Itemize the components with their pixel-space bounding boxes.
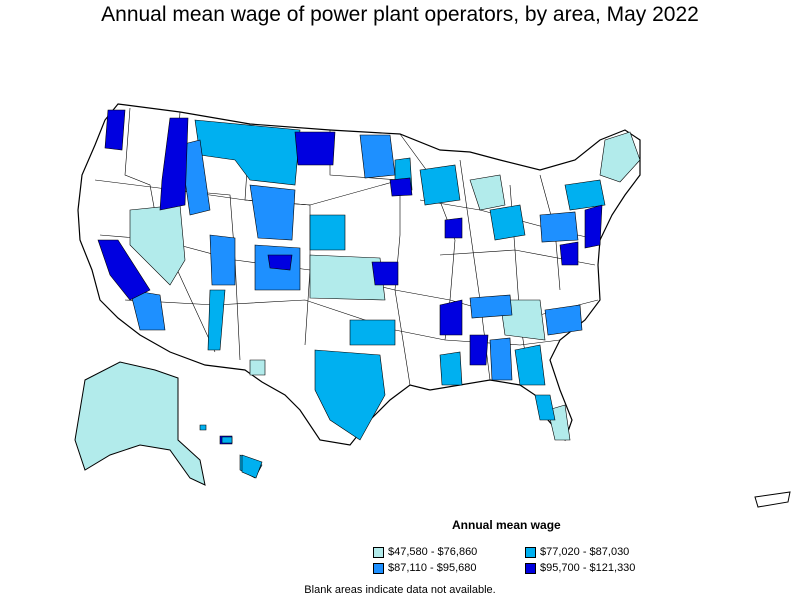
alaska-outline bbox=[74, 361, 206, 486]
legend-label: $95,700 - $121,330 bbox=[540, 562, 636, 574]
legend-item-tier2: $77,020 - $87,030 bbox=[525, 546, 629, 558]
map-title: Annual mean wage of power plant operator… bbox=[101, 3, 699, 26]
minnesota-region bbox=[359, 134, 396, 179]
nc-region bbox=[544, 304, 583, 336]
legend-item-tier1: $47,580 - $76,860 bbox=[373, 546, 477, 558]
hawaii-islands bbox=[199, 424, 263, 479]
wyoming-region bbox=[249, 184, 296, 241]
legend-label: $77,020 - $87,030 bbox=[540, 546, 630, 558]
new-york-region bbox=[564, 179, 606, 211]
oklahoma-region bbox=[349, 319, 396, 346]
legend-swatch bbox=[373, 562, 384, 574]
southern-california bbox=[129, 289, 166, 331]
tier3-regions bbox=[129, 134, 583, 381]
kansas-region bbox=[309, 254, 386, 301]
footnote: Blank areas indicate data not available. bbox=[304, 584, 496, 596]
california-central bbox=[97, 239, 151, 301]
legend-label: $87,110 - $95,680 bbox=[388, 562, 477, 574]
legend-item-tier4: $95,700 - $121,330 bbox=[525, 562, 635, 574]
louisiana-region bbox=[439, 351, 463, 386]
nebraska-region bbox=[309, 214, 346, 251]
michigan-region bbox=[469, 174, 506, 211]
montana-east-region bbox=[294, 131, 336, 166]
idaho-region bbox=[179, 139, 211, 216]
alabama-region bbox=[489, 337, 513, 381]
idaho-north-region bbox=[159, 117, 189, 211]
colorado-front-range bbox=[267, 254, 293, 271]
legend-title: Annual mean wage bbox=[452, 518, 561, 532]
florida-region bbox=[534, 394, 556, 421]
legend-swatch bbox=[525, 562, 536, 574]
georgia-region bbox=[514, 344, 546, 386]
legend-swatch bbox=[373, 546, 384, 558]
puerto-rico bbox=[754, 491, 791, 508]
wisconsin-region bbox=[419, 164, 461, 206]
alabama-south-region bbox=[469, 334, 489, 366]
illinois-north-region bbox=[444, 217, 463, 239]
legend-item-tier3: $87,110 - $95,680 bbox=[373, 562, 476, 574]
tennessee-region bbox=[469, 294, 513, 319]
kansas-east-region bbox=[371, 261, 399, 286]
legend-swatch bbox=[525, 546, 536, 558]
legend-label: $47,580 - $76,860 bbox=[388, 546, 478, 558]
new-jersey-region bbox=[584, 204, 603, 249]
new-mexico-south bbox=[249, 359, 266, 376]
ohio-region bbox=[489, 204, 526, 241]
pennsylvania-region bbox=[539, 211, 579, 243]
washington-region bbox=[104, 109, 126, 151]
arizona-region bbox=[207, 289, 226, 351]
texas-region bbox=[314, 349, 386, 441]
virginia-region bbox=[559, 241, 579, 266]
maine-region bbox=[599, 131, 641, 183]
wisconsin-east-region bbox=[389, 177, 413, 197]
mississippi-region bbox=[439, 299, 463, 336]
tier4-regions bbox=[97, 109, 603, 445]
utah-region bbox=[209, 234, 236, 286]
